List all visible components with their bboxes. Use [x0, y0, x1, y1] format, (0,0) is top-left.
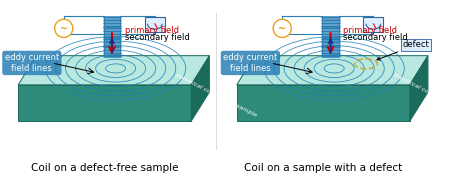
Text: ~: ~ — [278, 23, 286, 33]
Text: secondary field: secondary field — [125, 33, 190, 42]
Circle shape — [273, 19, 292, 37]
Text: Coil on a sample with a defect: Coil on a sample with a defect — [244, 163, 402, 173]
Bar — [104, 17, 120, 56]
Circle shape — [55, 19, 73, 37]
Polygon shape — [18, 85, 191, 121]
Text: electrical conductive sample: electrical conductive sample — [174, 72, 257, 118]
Text: eddy current
field lines: eddy current field lines — [223, 53, 277, 73]
Bar — [145, 17, 165, 32]
Text: electrical conductive sample: electrical conductive sample — [393, 72, 474, 118]
Polygon shape — [237, 85, 410, 121]
Polygon shape — [410, 56, 428, 121]
Text: Coil on a defect-free sample: Coil on a defect-free sample — [31, 163, 178, 173]
Bar — [363, 17, 383, 32]
Text: primary field: primary field — [125, 26, 179, 35]
Text: primary field: primary field — [343, 26, 397, 35]
Text: eddy current
field lines: eddy current field lines — [5, 53, 59, 73]
Text: ~: ~ — [60, 23, 68, 33]
Text: defect: defect — [377, 41, 429, 60]
Text: secondary field: secondary field — [343, 33, 408, 42]
Polygon shape — [18, 56, 210, 85]
Bar — [322, 17, 339, 56]
Polygon shape — [237, 56, 428, 85]
Polygon shape — [191, 56, 210, 121]
